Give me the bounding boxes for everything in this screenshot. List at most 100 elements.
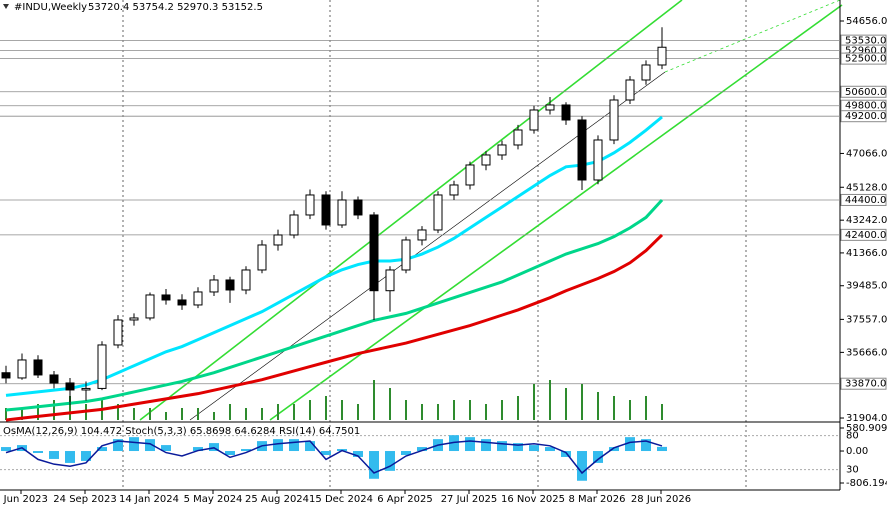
moving-average <box>5 233 664 422</box>
volume-bar <box>597 392 599 420</box>
volume-bar <box>501 400 503 420</box>
rsi-tick-label: 80 <box>846 431 859 442</box>
level-box <box>840 228 887 241</box>
osma-bar <box>241 449 251 452</box>
osma-bar <box>49 451 59 459</box>
candle-body <box>465 164 475 186</box>
level-label: 53530.0 <box>845 36 886 47</box>
x-tick-label: 15 Dec 2024 <box>309 494 373 505</box>
vertical-grid <box>122 0 747 490</box>
candle-body <box>17 359 27 379</box>
osma-bar <box>65 451 75 463</box>
osma-bar <box>545 447 555 452</box>
y2-tick-label: -806.194 <box>846 478 887 489</box>
candle-body <box>561 104 571 121</box>
osma-bar <box>369 451 379 479</box>
x-tick-label: 6 Apr 2025 <box>377 494 432 505</box>
candle-body <box>577 119 587 181</box>
candle-body <box>449 184 459 196</box>
level-label: 49200.0 <box>845 111 886 122</box>
x-tick-label: 8 Mar 2026 <box>568 494 625 505</box>
level-label: 49800.0 <box>845 101 886 112</box>
volume-bar <box>5 408 7 420</box>
volume-bar <box>117 404 119 420</box>
candle-body <box>33 359 43 376</box>
level-box <box>840 193 887 206</box>
volume-bar <box>213 412 215 420</box>
y-tick-label: 35666.0 <box>846 347 887 358</box>
volume-bar <box>37 404 39 420</box>
x-tick-label: 24 Sep 2023 <box>53 494 116 505</box>
candle-body <box>545 104 555 111</box>
osma-bar <box>561 451 571 457</box>
candle-body <box>145 294 155 319</box>
candle-body <box>241 269 251 291</box>
y-tick-label: 41366.0 <box>846 248 887 259</box>
y2-tick-label: 580.909 <box>846 423 887 434</box>
osma-bar <box>401 451 411 455</box>
osma-bar <box>273 439 283 452</box>
osma-bar <box>353 451 363 457</box>
volume-bar <box>357 404 359 420</box>
y-tick-label: 45128.0 <box>846 182 887 193</box>
osma-bar <box>417 447 427 452</box>
candle-body <box>177 299 187 306</box>
osma-bar <box>529 445 539 452</box>
moving-average <box>5 115 663 397</box>
candle-body <box>353 199 363 216</box>
volume-bar <box>405 400 407 420</box>
level-box <box>840 85 887 98</box>
osma-bar <box>81 451 91 461</box>
candle-body <box>1 372 11 379</box>
candle-body <box>609 99 619 141</box>
level-box <box>840 377 887 390</box>
y-tick-label: 31904.0 <box>846 413 887 424</box>
level-box <box>840 110 887 123</box>
candle-body <box>625 79 635 101</box>
level-label: 33870.0 <box>845 379 886 390</box>
x-tick-label: 27 Jul 2025 <box>441 494 498 505</box>
level-label: 44400.0 <box>845 195 886 206</box>
volume-bar <box>485 404 487 420</box>
candle-body <box>513 129 523 146</box>
osma-bar <box>481 439 491 452</box>
osma-bar <box>289 439 299 452</box>
level-box <box>840 52 887 65</box>
candle-body <box>593 139 603 181</box>
volume-bar <box>181 408 183 420</box>
candle-body <box>273 234 283 246</box>
volume-bar <box>341 400 343 420</box>
volume-bar <box>53 400 55 420</box>
osma-bar <box>225 451 235 455</box>
osma-bar <box>161 445 171 452</box>
volume-bar <box>373 380 375 420</box>
rsi-line <box>5 440 663 475</box>
y-tick-label: 54656.0 <box>846 16 887 27</box>
candle-body <box>49 374 59 384</box>
volume-bar <box>325 396 327 420</box>
osma-bar <box>113 439 123 452</box>
volume-bar <box>277 404 279 420</box>
y-tick-label: 37557.0 <box>846 314 887 325</box>
candle-body <box>129 317 139 321</box>
osma-bar <box>593 451 603 463</box>
osma-bar <box>385 451 395 471</box>
y-tick-label: 39485.0 <box>846 281 887 292</box>
volume-bar <box>309 400 311 420</box>
candle-body <box>641 64 651 81</box>
volume-bar <box>421 404 423 420</box>
volume-bar <box>581 384 583 420</box>
candle-body <box>305 194 315 216</box>
volume-bar <box>245 408 247 420</box>
volume-bar <box>69 396 71 420</box>
chart-title: #INDU,Weekly <box>14 2 87 13</box>
candle-body <box>433 194 443 231</box>
volume-bar <box>533 384 535 420</box>
level-label: 42400.0 <box>845 230 886 241</box>
level-label: 50600.0 <box>845 87 886 98</box>
volume-bar <box>165 412 167 420</box>
chart-subtitle: 53720.4 53754.2 52970.3 53152.5 <box>88 2 263 13</box>
y-tick-label: 47066.0 <box>846 148 887 159</box>
